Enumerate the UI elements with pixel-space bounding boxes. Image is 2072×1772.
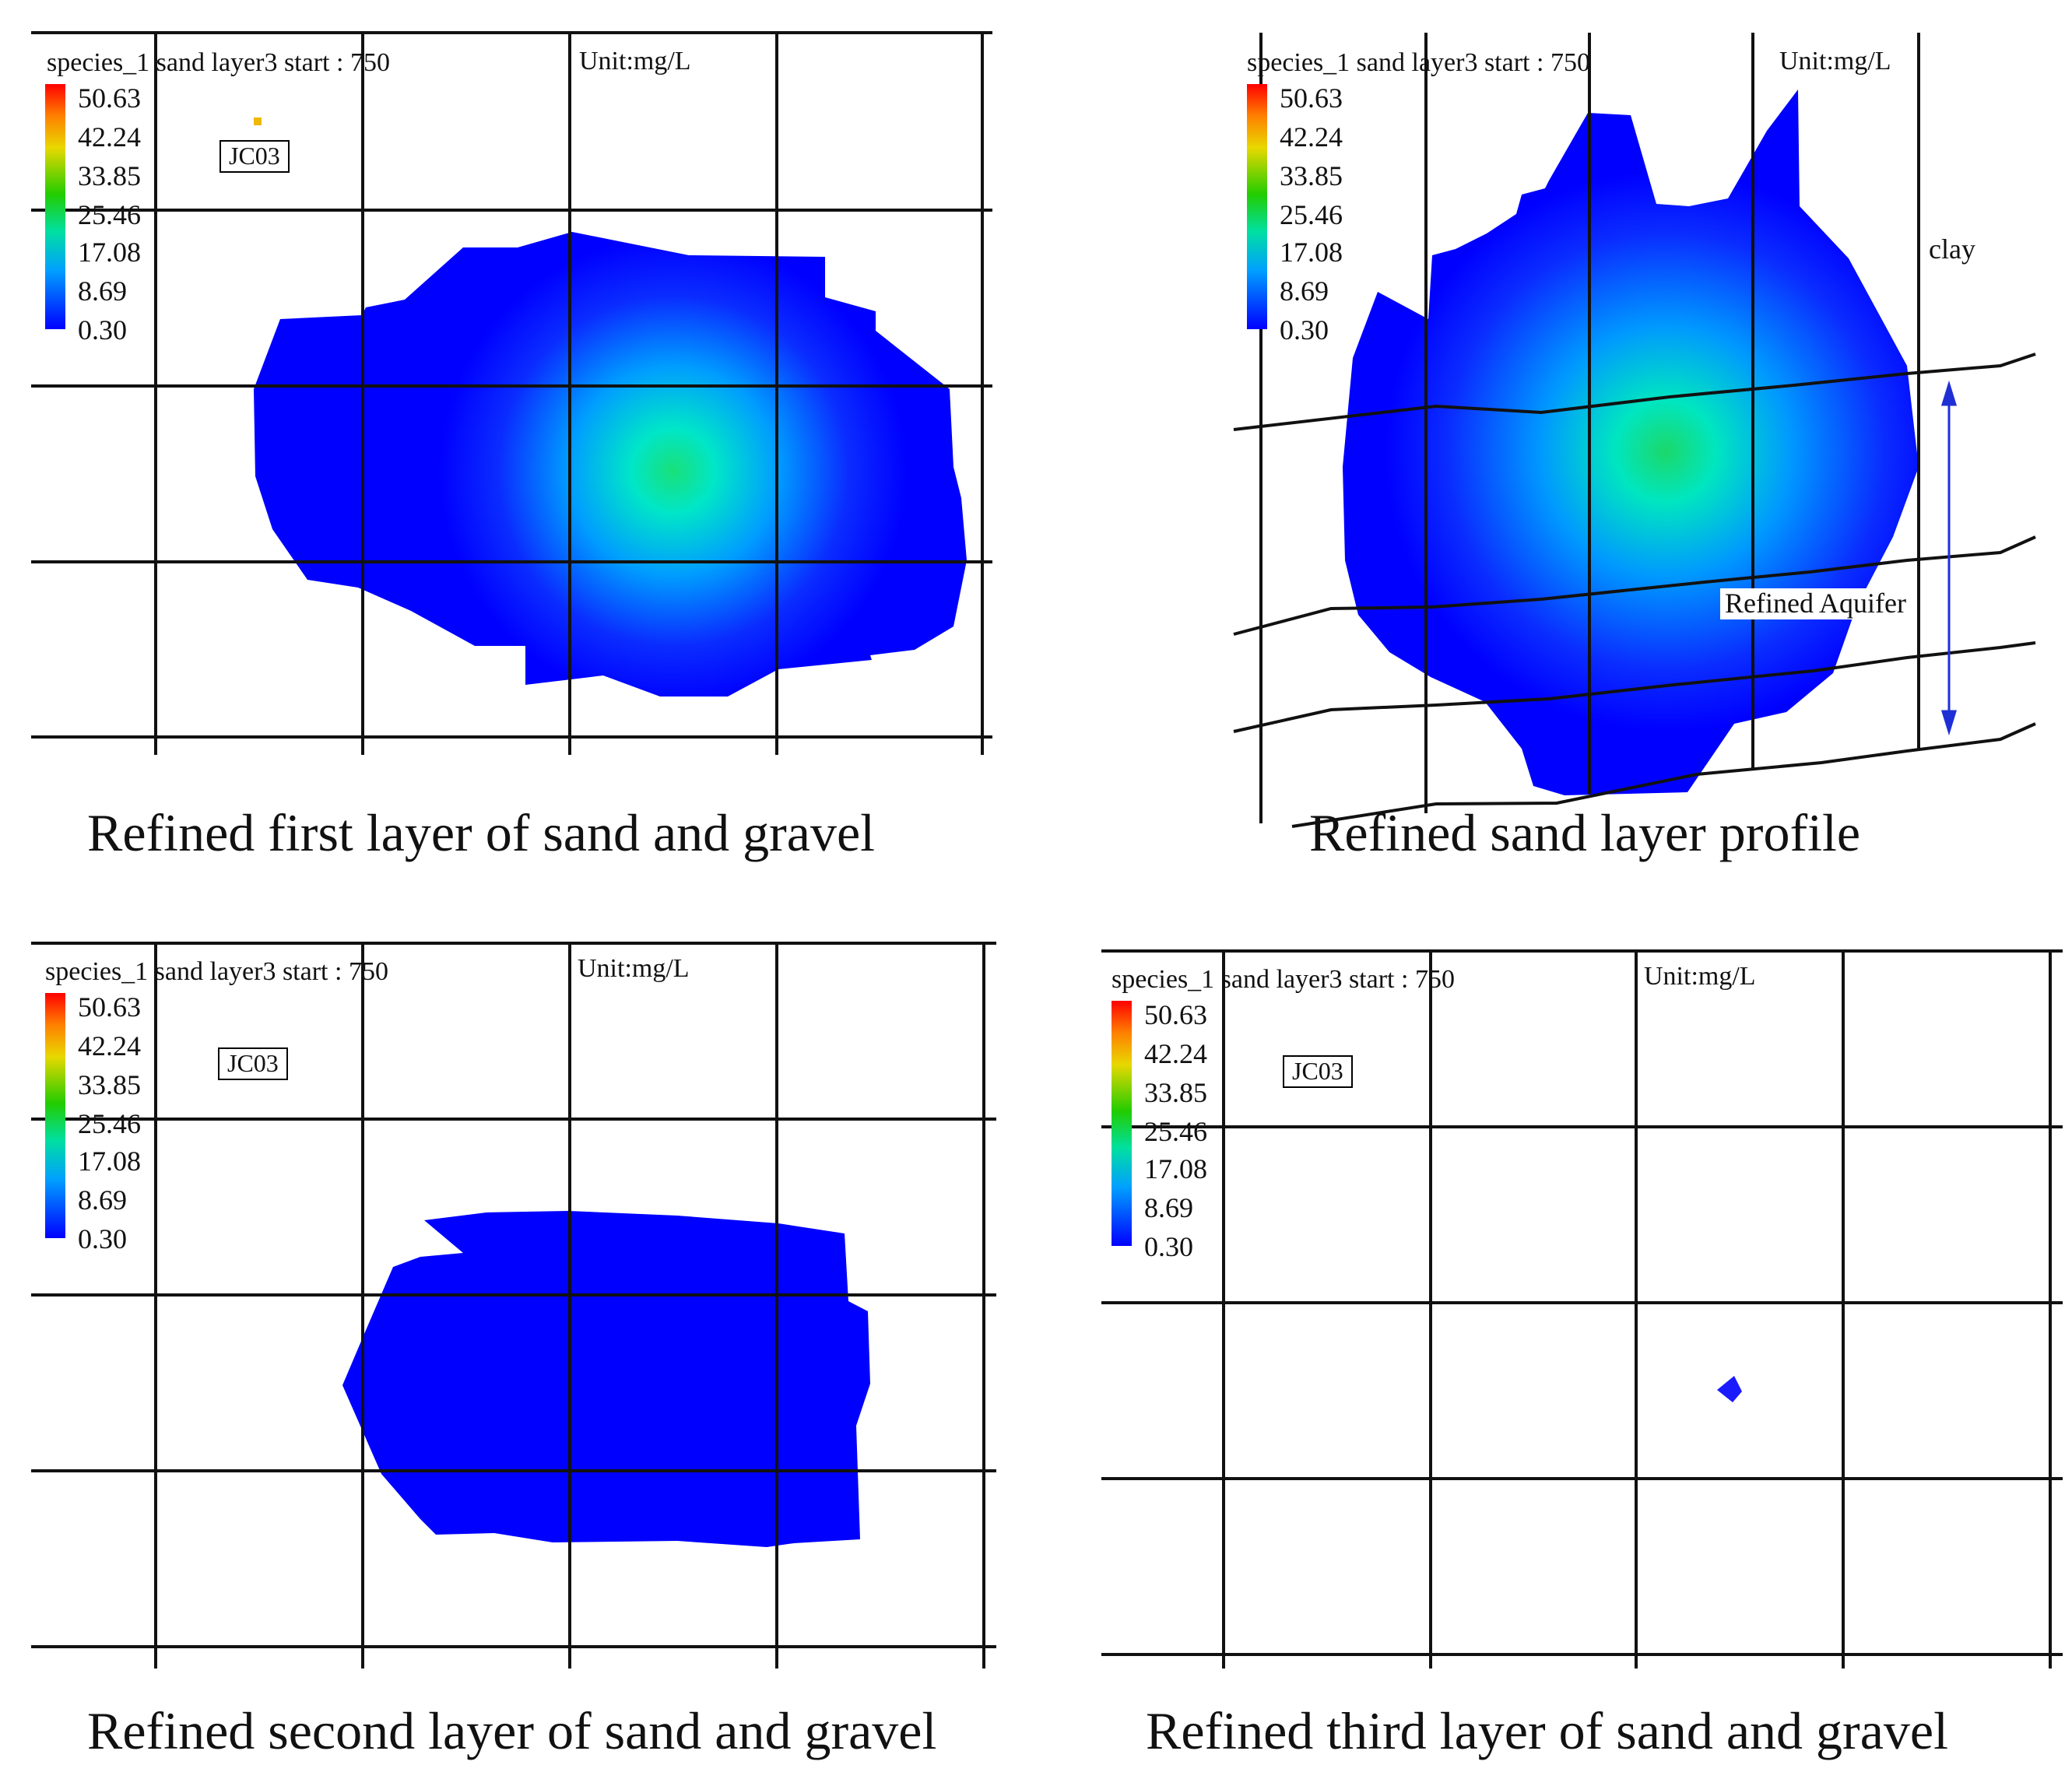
panel-first-layer: species_1 sand layer3 start : 750 Unit:m… bbox=[0, 0, 1012, 872]
legend-tick: 33.85 bbox=[78, 1069, 141, 1100]
well-label: JC03 bbox=[1283, 1055, 1353, 1088]
legend-tick: 8.69 bbox=[1144, 1192, 1193, 1223]
well-label: JC03 bbox=[219, 140, 290, 173]
panel-caption: Refined third layer of sand and gravel bbox=[1146, 1701, 1948, 1760]
panel-third-layer: species_1 sand layer3 start : 750 Unit:m… bbox=[1074, 903, 2072, 1772]
profile-lines bbox=[1233, 33, 2036, 828]
panel-caption: Refined sand layer profile bbox=[1309, 803, 1861, 862]
legend-tick: 42.24 bbox=[78, 1030, 141, 1061]
third-layer-plot bbox=[1101, 949, 2063, 1668]
legend-tick: 33.85 bbox=[78, 160, 141, 191]
legend-tick: 33.85 bbox=[1144, 1077, 1207, 1108]
sample-point-marker bbox=[254, 118, 262, 125]
legend-tick: 8.69 bbox=[78, 1184, 127, 1216]
unit-text: Unit:mg/L bbox=[579, 47, 691, 75]
legend-tick: 17.08 bbox=[1144, 1153, 1207, 1184]
legend-tick: 0.30 bbox=[1280, 314, 1329, 346]
panel-caption: Refined second layer of sand and gravel bbox=[87, 1701, 937, 1760]
legend-tick: 0.30 bbox=[78, 314, 127, 346]
legend-tick: 42.24 bbox=[78, 121, 141, 153]
legend-tick: 50.63 bbox=[78, 82, 141, 114]
legend-tick: 42.24 bbox=[1144, 1038, 1207, 1069]
clay-label: clay bbox=[1929, 233, 1975, 265]
grid-lines bbox=[31, 31, 992, 755]
color-scale-bar bbox=[1112, 1001, 1132, 1246]
second-layer-plot bbox=[31, 942, 996, 1668]
color-scale-bar bbox=[1247, 84, 1267, 329]
legend-tick: 17.08 bbox=[1280, 237, 1343, 268]
grid-lines bbox=[31, 942, 996, 1668]
header-text: species_1 sand layer3 start : 750 bbox=[45, 957, 388, 986]
header-text: species_1 sand layer3 start : 750 bbox=[47, 48, 390, 77]
legend-tick: 8.69 bbox=[1280, 275, 1329, 307]
legend-tick: 8.69 bbox=[78, 275, 127, 307]
legend-tick: 17.08 bbox=[78, 1146, 141, 1177]
color-scale-bar bbox=[45, 993, 65, 1238]
legend-tick: 33.85 bbox=[1280, 160, 1343, 191]
legend-tick: 50.63 bbox=[78, 991, 141, 1023]
plume-shape bbox=[254, 232, 967, 697]
legend-tick: 25.46 bbox=[1280, 199, 1343, 230]
color-scale-bar bbox=[45, 84, 65, 329]
panel-second-layer: species_1 sand layer3 start : 750 Unit:m… bbox=[0, 903, 1059, 1772]
legend-tick: 50.63 bbox=[1144, 999, 1207, 1030]
well-label: JC03 bbox=[218, 1047, 288, 1080]
plume-shape bbox=[342, 1211, 870, 1547]
legend-tick: 25.46 bbox=[78, 1108, 141, 1139]
legend-tick: 17.08 bbox=[78, 237, 141, 268]
aquifer-arrow bbox=[1940, 380, 1958, 736]
grid-lines bbox=[1101, 949, 2063, 1668]
panel-profile: species_1 sand layer3 start : 750 Unit:m… bbox=[1222, 0, 2072, 872]
unit-text: Unit:mg/L bbox=[1779, 47, 1891, 75]
legend-tick: 25.46 bbox=[1144, 1116, 1207, 1147]
plume-spot bbox=[1717, 1376, 1742, 1402]
unit-text: Unit:mg/L bbox=[1644, 962, 1756, 991]
legend-tick: 50.63 bbox=[1280, 82, 1343, 114]
refined-aquifer-label: Refined Aquifer bbox=[1720, 588, 1911, 619]
legend-tick: 0.30 bbox=[1144, 1231, 1193, 1262]
legend-tick: 25.46 bbox=[78, 199, 141, 230]
panel-caption: Refined first layer of sand and gravel bbox=[87, 803, 876, 862]
legend-tick: 0.30 bbox=[78, 1223, 127, 1254]
unit-text: Unit:mg/L bbox=[578, 954, 690, 983]
header-text: species_1 sand layer3 start : 750 bbox=[1112, 965, 1455, 994]
header-text: species_1 sand layer3 start : 750 bbox=[1247, 48, 1590, 77]
legend-tick: 42.24 bbox=[1280, 121, 1343, 153]
profile-plot bbox=[1233, 33, 2036, 828]
first-layer-plot bbox=[31, 31, 992, 755]
